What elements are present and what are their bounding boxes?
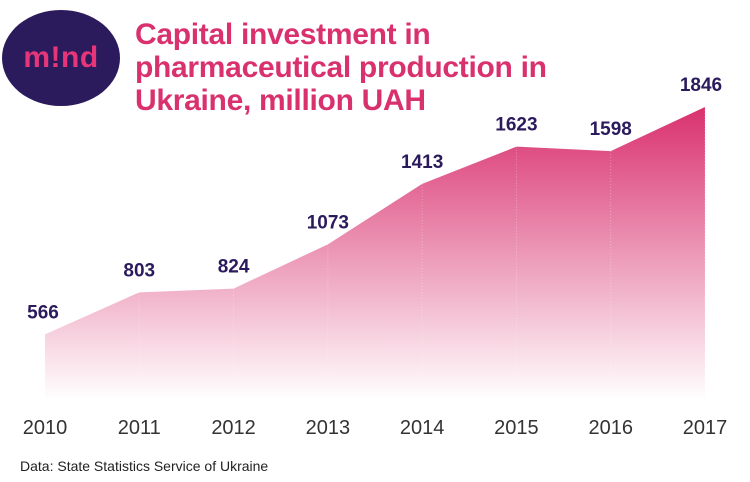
x-axis-ticks: 2010 2011 2012 2013 2014 2015 2016 2017 xyxy=(23,417,728,439)
data-label-2010: 566 xyxy=(27,302,59,323)
x-tick-label-2015: 2015 xyxy=(494,417,539,439)
x-tick-label-2012: 2012 xyxy=(211,417,256,439)
area-fill xyxy=(45,107,705,400)
x-tick-label-2016: 2016 xyxy=(588,417,633,439)
vertical-guide-lines xyxy=(44,107,706,400)
data-label-2012: 824 xyxy=(218,257,250,278)
data-label-2011: 803 xyxy=(123,260,155,281)
data-label-2016: 1598 xyxy=(590,119,632,140)
logo-text: m!nd xyxy=(23,41,99,74)
data-label-2013: 1073 xyxy=(307,212,349,233)
data-label-2017: 1846 xyxy=(680,75,722,96)
source-note: Data: State Statistics Service of Ukrain… xyxy=(20,458,269,474)
x-tick-label-2014: 2014 xyxy=(400,417,445,439)
x-tick-label-2010: 2010 xyxy=(23,417,68,439)
data-label-2014: 1413 xyxy=(401,152,443,173)
chart-title: Capital investment in pharmaceutical pro… xyxy=(135,18,547,117)
data-label-2015: 1623 xyxy=(495,115,537,136)
x-tick-label-2017: 2017 xyxy=(683,417,728,439)
mind-logo: m!nd xyxy=(2,10,120,106)
value-labels: 566 803 824 1073 1413 1623 1598 1846 xyxy=(27,75,722,323)
x-tick-label-2011: 2011 xyxy=(118,417,161,439)
x-tick-label-2013: 2013 xyxy=(306,417,351,439)
